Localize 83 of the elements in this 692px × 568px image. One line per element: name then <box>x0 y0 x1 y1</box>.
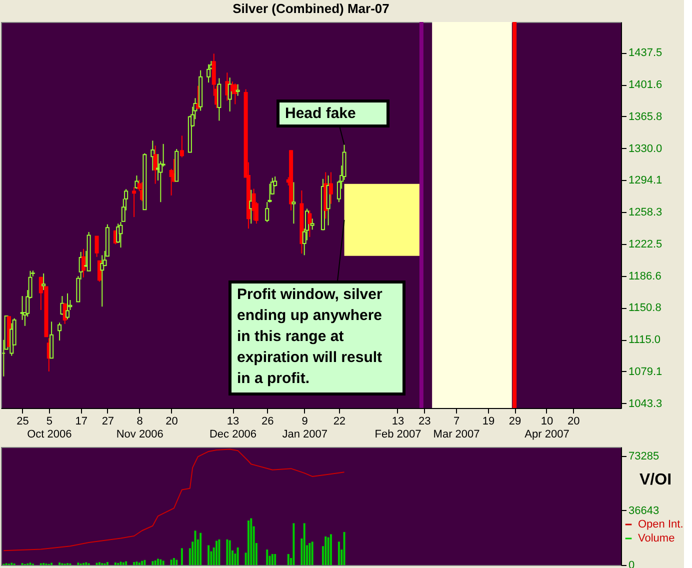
bar <box>58 562 61 565</box>
bar <box>292 523 295 565</box>
y-tick-label: 1437.5 <box>628 47 662 60</box>
x-tick-label: 20 <box>166 416 178 428</box>
bar <box>311 542 314 565</box>
y-tick-label: 1258.3 <box>628 206 662 219</box>
bar <box>287 554 290 565</box>
bar <box>160 559 162 565</box>
bar <box>152 561 154 565</box>
x-tick-label: 10 Apr 2007 <box>524 416 570 440</box>
x-tick-label: 26 <box>261 416 274 428</box>
bar <box>194 530 196 565</box>
bar <box>247 520 250 565</box>
bar <box>271 554 274 565</box>
y-tick-label: 1115.0 <box>628 334 661 346</box>
bar <box>343 532 346 565</box>
bar <box>266 550 268 565</box>
bar <box>200 532 202 565</box>
annotation: Profit window, silver ending up anywhere in this range at expiration will result in a profit. <box>237 286 382 387</box>
bar <box>122 562 124 565</box>
x-tick-label: 20 <box>567 416 580 428</box>
bar <box>172 558 175 565</box>
x-tick-label: 5 Oct 2006 <box>27 416 72 440</box>
y-tick-label: 1330.0 <box>628 142 662 155</box>
y-tick-label: 1294.1 <box>628 174 662 187</box>
bar <box>180 548 183 565</box>
bar <box>324 536 327 565</box>
bar <box>338 542 340 565</box>
bar <box>218 539 220 565</box>
bar <box>228 540 231 565</box>
bar <box>144 560 146 565</box>
x-tick-label: 22 <box>333 416 346 428</box>
bar <box>138 562 140 565</box>
bar <box>98 562 100 565</box>
x-tick-label: 29 <box>508 416 522 428</box>
bar <box>170 560 172 565</box>
bar <box>136 562 138 565</box>
y-tick-label: 1222.5 <box>628 238 662 250</box>
y-tick-label: 1043.3 <box>628 398 662 410</box>
y-axis-title: V/OI <box>639 472 672 488</box>
bar <box>308 542 311 565</box>
chart-title: Silver (Combined) Mar-07 <box>232 1 390 16</box>
bar <box>133 562 136 565</box>
x-tick-label: 13 Dec 2006 <box>209 416 257 440</box>
x-tick-label: 23 <box>418 416 431 428</box>
bar <box>162 560 164 565</box>
x-tick-label: 19 <box>482 416 495 428</box>
x-tick-label: 25 <box>16 416 29 428</box>
bar <box>327 537 330 565</box>
bar <box>330 534 332 565</box>
y-tick-label: 36643 <box>628 504 660 517</box>
y-tick-label: 1150.8 <box>628 302 662 314</box>
y-tick-label: 73285 <box>628 450 660 462</box>
y-tick-label: 1186.6 <box>628 270 662 282</box>
bar <box>236 547 239 565</box>
bar <box>208 545 210 565</box>
annotation: Head fake <box>285 105 356 122</box>
y-tick-label: 1365.8 <box>628 110 662 123</box>
bar <box>156 558 159 565</box>
bar <box>120 562 122 565</box>
bar <box>106 562 108 565</box>
line-series <box>3 448 345 552</box>
bar <box>226 539 228 565</box>
bar <box>250 518 252 565</box>
candlestick <box>150 140 155 172</box>
bar <box>303 523 306 565</box>
x-tick-label: 9 Jan 2007 <box>282 416 328 440</box>
bar <box>154 560 156 565</box>
x-tick-label: 8 Nov 2006 <box>116 416 164 440</box>
bar <box>176 560 178 565</box>
legend-label: Open Int. <box>638 518 684 530</box>
bar <box>141 560 144 565</box>
bar <box>85 562 88 565</box>
x-tick-label: 17 <box>75 416 88 428</box>
bar <box>274 554 276 565</box>
bar <box>125 561 128 565</box>
bar <box>216 540 218 565</box>
legend-label: Volume <box>638 532 675 544</box>
x-tick-label: 7 Mar 2007 <box>433 416 480 440</box>
x-tick-label: 27 <box>102 416 114 428</box>
bar <box>114 562 116 565</box>
y-tick-label: 1401.6 <box>628 79 662 92</box>
y-tick-label: 1079.1 <box>628 366 662 378</box>
